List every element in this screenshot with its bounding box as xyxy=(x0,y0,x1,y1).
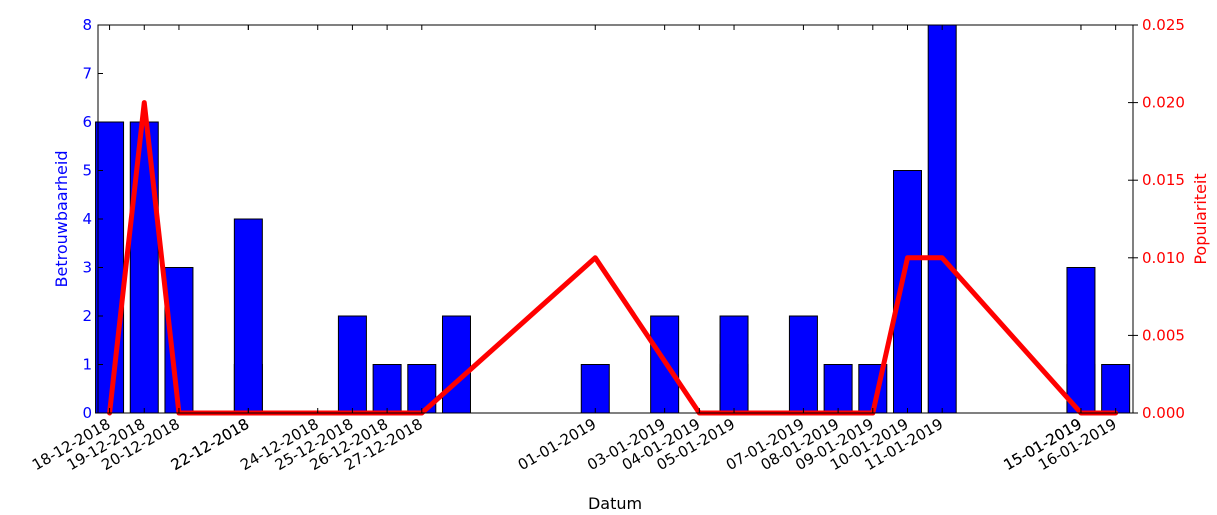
left-tick-label: 4 xyxy=(82,210,92,228)
bar xyxy=(1101,364,1131,414)
y-axis-title-right: Populariteit xyxy=(1191,173,1210,264)
right-tick-label: 0.010 xyxy=(1142,249,1185,267)
left-tick-label: 8 xyxy=(82,16,92,34)
bar xyxy=(580,364,610,414)
left-tick-label: 0 xyxy=(82,404,92,422)
x-axis-title: Datum xyxy=(588,494,642,513)
bar xyxy=(129,121,159,414)
bars-layer xyxy=(95,24,1131,414)
y-axis-title-left: Betrouwbaarheid xyxy=(52,151,71,288)
left-tick-label: 7 xyxy=(82,65,92,83)
bar xyxy=(372,364,402,414)
right-tick-label: 0.005 xyxy=(1142,326,1185,344)
bar xyxy=(337,315,367,414)
right-tick-label: 0.025 xyxy=(1142,16,1185,34)
left-tick-label: 3 xyxy=(82,259,92,277)
left-tick-label: 1 xyxy=(82,356,92,374)
right-tick-label: 0.000 xyxy=(1142,404,1185,422)
bar xyxy=(823,364,853,414)
right-tick-label: 0.015 xyxy=(1142,171,1185,189)
bar xyxy=(719,315,749,414)
right-tick-label: 0.020 xyxy=(1142,94,1185,112)
bar xyxy=(927,24,957,414)
left-tick-label: 2 xyxy=(82,307,92,325)
bar xyxy=(441,315,471,414)
left-axis: 0 1 2 3 4 5 6 7 8 xyxy=(82,16,103,422)
bar xyxy=(788,315,818,414)
left-tick-label: 5 xyxy=(82,162,92,180)
bar xyxy=(233,218,263,414)
left-tick-label: 6 xyxy=(82,113,92,131)
bar xyxy=(1066,267,1096,414)
x-tick-label: 22-12-2018 xyxy=(168,415,253,474)
x-tick-label: 01-01-2019 xyxy=(515,415,600,474)
right-axis: 0.000 0.005 0.010 0.015 0.020 0.025 xyxy=(1128,16,1185,422)
